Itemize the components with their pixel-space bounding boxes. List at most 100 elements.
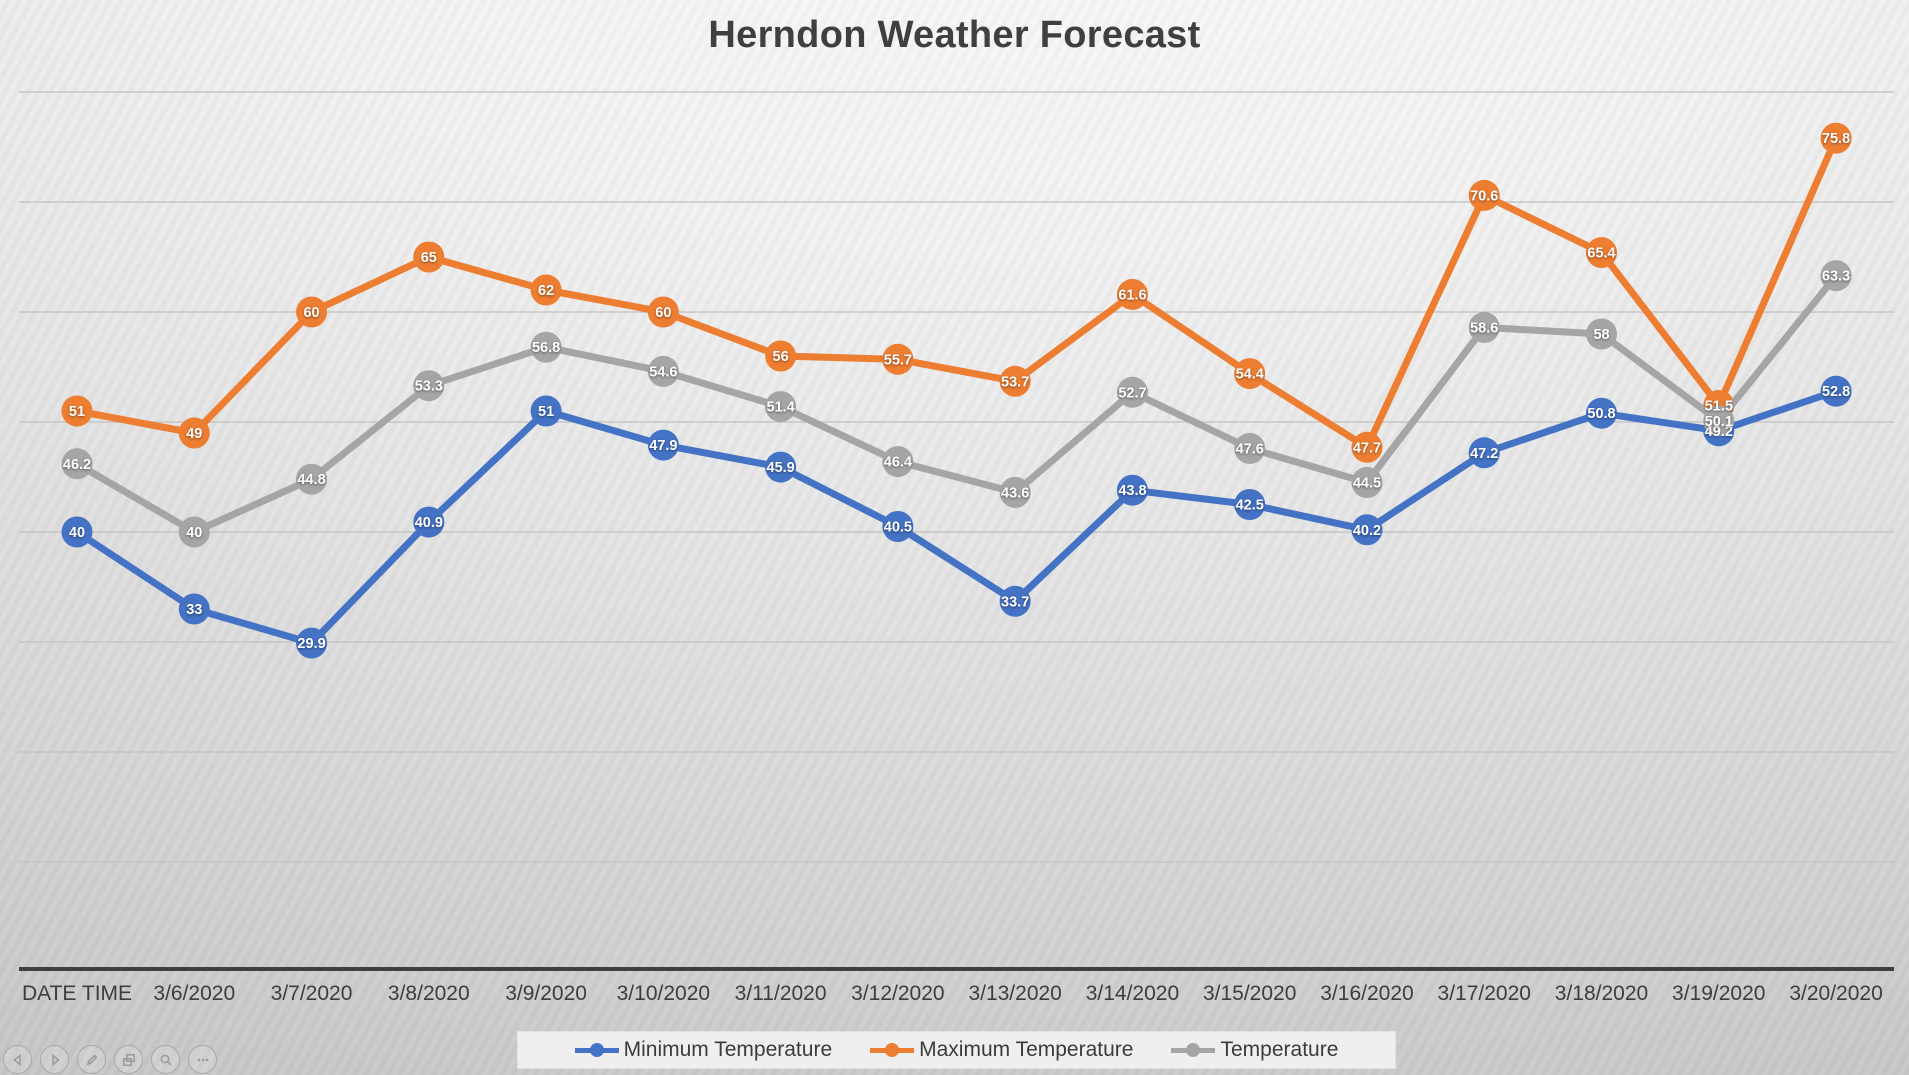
- data-label: 65.4: [1587, 246, 1615, 262]
- zoom-icon: [160, 1054, 172, 1066]
- x-axis-label: 3/9/2020: [505, 982, 587, 1005]
- data-label: 55.7: [884, 352, 912, 368]
- data-point-marker-maximum-temperature: [1351, 431, 1383, 463]
- data-label: 53.7: [1001, 374, 1029, 390]
- line-marker-icon: [574, 1042, 619, 1058]
- data-label: 29.9: [297, 636, 325, 652]
- data-point-marker-minimum-temperature: [296, 627, 328, 659]
- data-label: 60: [303, 305, 319, 321]
- data-label: 49: [186, 426, 202, 442]
- data-point-marker-minimum-temperature: [1234, 489, 1266, 520]
- data-point-marker-minimum-temperature: [178, 593, 210, 625]
- data-point-marker-maximum-temperature: [296, 296, 328, 328]
- series-line-maximum-temperature: [73, 134, 1840, 451]
- x-axis-label: 3/20/2020: [1789, 982, 1883, 1005]
- data-label: 44.8: [297, 472, 325, 488]
- data-point-marker-maximum-temperature: [1820, 122, 1852, 154]
- more-options-button[interactable]: [188, 1045, 217, 1074]
- data-point-marker-temperature: [882, 446, 914, 478]
- data-point-marker-temperature: [647, 355, 679, 387]
- data-point-marker-minimum-temperature: [413, 506, 445, 538]
- see-all-slides-button[interactable]: [114, 1045, 143, 1074]
- data-point-marker-temperature: [1468, 311, 1500, 343]
- data-label: 49.2: [1705, 424, 1733, 440]
- data-point-marker-maximum-temperature: [765, 340, 797, 372]
- previous-slide-button[interactable]: [3, 1045, 32, 1074]
- legend-item-minimum-temperature: Minimum Temperature: [574, 1038, 833, 1062]
- previous-slide-icon: [12, 1053, 21, 1066]
- data-label: 51: [538, 404, 554, 420]
- data-label: 40.2: [1353, 523, 1381, 539]
- data-label: 52.8: [1822, 384, 1850, 400]
- x-axis-label: 3/19/2020: [1672, 982, 1766, 1005]
- legend-item-maximum-temperature: Maximum Temperature: [870, 1038, 1133, 1062]
- data-point-marker-temperature: [1351, 467, 1383, 498]
- data-point-marker-temperature: [530, 331, 562, 363]
- pen-icon: [86, 1054, 97, 1065]
- data-point-marker-maximum-temperature: [882, 343, 914, 375]
- data-point-marker-temperature: [1820, 260, 1852, 292]
- data-point-marker-minimum-temperature: [1820, 375, 1852, 407]
- legend-label: Temperature: [1220, 1038, 1339, 1061]
- data-point-marker-maximum-temperature: [530, 274, 562, 306]
- data-point-marker-maximum-temperature: [647, 296, 679, 328]
- data-label: 33: [186, 602, 202, 618]
- data-label: 61.6: [1118, 287, 1146, 303]
- data-label: 43.8: [1118, 483, 1146, 499]
- data-label: 43.6: [1001, 485, 1029, 501]
- zoom-slide-button[interactable]: [151, 1045, 180, 1074]
- data-label: 44.5: [1353, 476, 1381, 492]
- next-slide-icon: [51, 1053, 60, 1066]
- data-label: 40.5: [884, 520, 912, 536]
- data-point-marker-temperature: [61, 448, 93, 480]
- data-point-marker-minimum-temperature: [530, 395, 562, 427]
- data-point-marker-temperature: [1234, 432, 1266, 464]
- data-point-marker-temperature: [999, 476, 1031, 508]
- data-label: 46.4: [884, 455, 912, 471]
- data-label: 40: [69, 525, 85, 541]
- series-line-minimum-temperature: [73, 387, 1840, 647]
- data-label: 63.3: [1822, 269, 1850, 285]
- data-label: 52.7: [1118, 385, 1146, 401]
- data-label: 60: [655, 305, 671, 321]
- x-axis-label: 3/13/2020: [968, 982, 1062, 1005]
- legend-item-temperature: Temperature: [1171, 1038, 1338, 1062]
- data-label: 47.9: [649, 438, 677, 454]
- data-point-marker-temperature: [413, 370, 445, 402]
- x-axis-label: 3/6/2020: [153, 982, 236, 1005]
- data-point-marker-maximum-temperature: [999, 365, 1031, 397]
- data-label: 56.8: [532, 340, 560, 356]
- presenter-controls: [3, 1045, 217, 1074]
- data-label: 40.9: [415, 515, 443, 531]
- data-point-marker-minimum-temperature: [999, 585, 1031, 617]
- data-label: 65: [421, 250, 437, 266]
- data-point-marker-minimum-temperature: [1116, 474, 1148, 506]
- data-label: 33.7: [1001, 594, 1029, 610]
- series-line-temperature: [73, 272, 1840, 536]
- line-marker-icon: [1171, 1042, 1216, 1058]
- data-label: 75.8: [1822, 131, 1850, 147]
- next-slide-button[interactable]: [40, 1045, 69, 1074]
- data-point-marker-temperature: [178, 516, 210, 548]
- data-label: 46.2: [63, 457, 91, 473]
- more-options-icon: [197, 1058, 208, 1061]
- data-label: 51: [69, 404, 85, 420]
- data-label: 54.6: [649, 364, 677, 380]
- data-point-marker-minimum-temperature: [61, 516, 93, 548]
- legend-label: Maximum Temperature: [919, 1038, 1134, 1061]
- x-axis-label: 3/11/2020: [734, 982, 827, 1005]
- data-label: 45.9: [767, 460, 795, 476]
- data-point-marker-maximum-temperature: [1234, 358, 1266, 390]
- data-label: 62: [538, 283, 554, 299]
- x-axis-label: 3/18/2020: [1554, 982, 1649, 1005]
- data-label: 47.2: [1470, 446, 1498, 462]
- data-point-marker-maximum-temperature: [1116, 278, 1148, 310]
- legend-label: Minimum Temperature: [623, 1038, 833, 1061]
- x-axis-label: 3/10/2020: [616, 982, 711, 1005]
- pen-tools-button[interactable]: [77, 1045, 106, 1074]
- data-label: 50.1: [1705, 414, 1733, 430]
- x-axis-label: 3/15/2020: [1202, 982, 1297, 1005]
- data-point-marker-maximum-temperature: [61, 395, 93, 427]
